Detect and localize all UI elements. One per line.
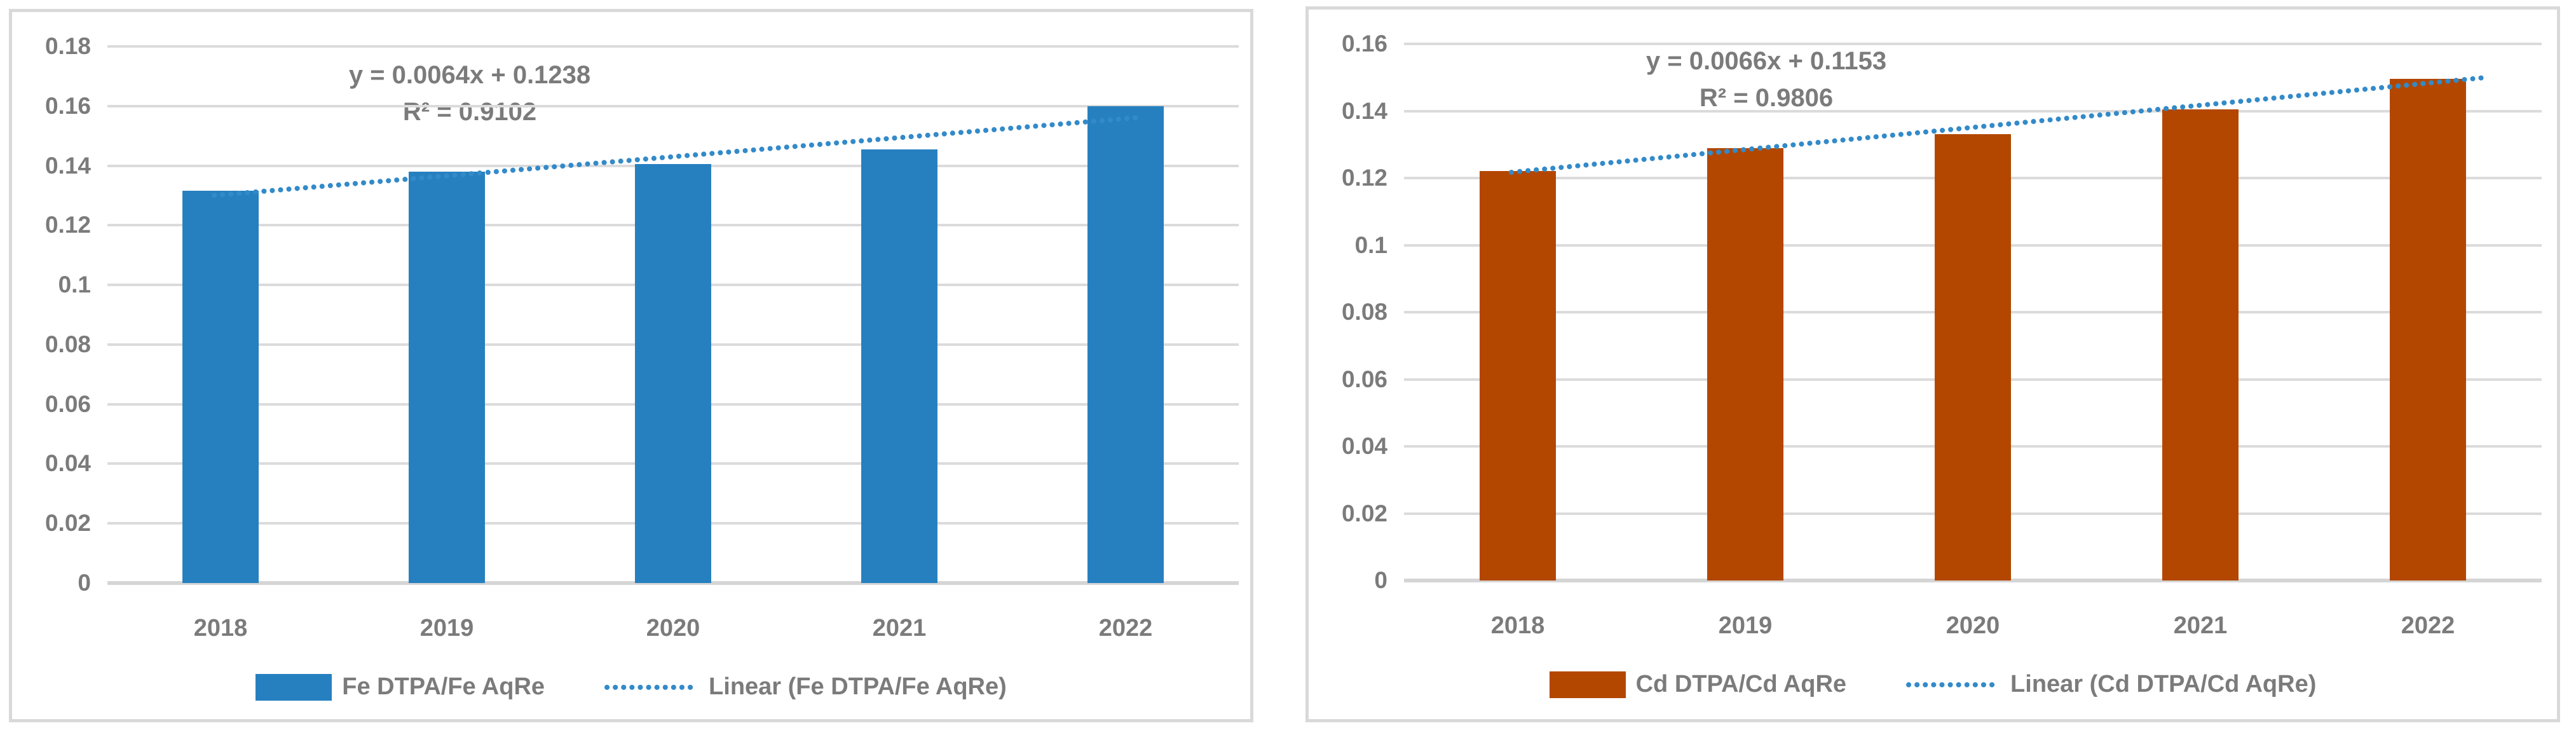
x-tick-label: 2021 [2173, 612, 2228, 639]
y-tick-label: 0.1 [58, 271, 91, 298]
x-axis-line [1404, 579, 2542, 582]
x-tick-label: 2022 [1098, 615, 1153, 642]
y-tick-label: 0.04 [44, 450, 91, 477]
x-axis-line [107, 581, 1239, 585]
bar-2020 [635, 164, 711, 583]
x-tick-label: 2022 [2401, 612, 2455, 639]
cd-series-legend-swatch [1549, 671, 1626, 698]
x-tick-label: 2021 [872, 615, 927, 642]
y-tick-label: 0.16 [1341, 31, 1387, 57]
x-tick-label: 2020 [1946, 612, 2000, 639]
cd-chart-legend: Cd DTPA/Cd AqRe Linear (Cd DTPA/Cd AqRe) [1309, 671, 2557, 698]
y-tick-label: 0.14 [1341, 97, 1387, 124]
y-tick-label: 0.02 [44, 510, 91, 537]
gridline [1404, 43, 2542, 45]
bar-2022 [2390, 79, 2466, 580]
bar-2021 [861, 149, 937, 583]
fe-series-legend-item: Fe DTPA/Fe AqRe [256, 673, 545, 701]
fe-trendline-legend-swatch [604, 684, 698, 690]
fe-trendline-legend-item: Linear (Fe DTPA/Fe AqRe) [603, 673, 1007, 701]
cd-equation-text: y = 0.0066x + 0.1153 [1646, 47, 1887, 75]
cd-plot-area: 0.16 0.14 0.12 0.1 0.08 0.06 0.04 0.02 0 2018 2019… [1309, 10, 2557, 719]
y-tick-label: 0.08 [1341, 299, 1387, 325]
y-tick-label: 0.02 [1341, 500, 1387, 526]
x-tick-label: 2019 [419, 615, 474, 642]
fe-trendline-legend-label: Linear (Fe DTPA/Fe AqRe) [709, 673, 1007, 700]
bar-2018 [1480, 171, 1556, 580]
y-tick-label: 0.12 [1341, 165, 1387, 191]
y-tick-label: 0.08 [44, 331, 91, 357]
trendline [1509, 74, 2488, 175]
bar-2019 [409, 171, 485, 583]
bar-2020 [1935, 134, 2011, 580]
y-tick-label: 0 [1374, 567, 1387, 593]
cd-r-squared-text: R² = 0.9806 [1699, 84, 1834, 112]
cd-trendline-legend-swatch [1906, 682, 2000, 687]
bar-2019 [1707, 148, 1783, 580]
gridline [107, 45, 1239, 48]
trendline [212, 114, 1141, 198]
fe-series-legend-label: Fe DTPA/Fe AqRe [342, 673, 545, 700]
fe-equation-text: y = 0.0064x + 0.1238 [348, 61, 591, 89]
x-tick-label: 2019 [1718, 612, 1773, 639]
y-tick-label: 0.06 [44, 390, 91, 417]
x-tick-label: 2018 [193, 615, 248, 642]
bar-2021 [2162, 109, 2239, 580]
fe-chart-panel: y = 0.0064x + 0.1238 R² = 0.9102 0.18 0.1… [9, 9, 1253, 722]
cd-series-legend-label: Cd DTPA/Cd AqRe [1635, 671, 1847, 697]
bar-2022 [1087, 106, 1164, 583]
fe-series-legend-swatch [256, 673, 332, 701]
x-tick-label: 2018 [1490, 612, 1545, 639]
cd-trendline-legend-label: Linear (Cd DTPA/Cd AqRe) [2010, 671, 2317, 697]
gridline [1404, 109, 2542, 113]
cd-chart-panel: y = 0.0066x + 0.1153 R² = 0.9806 0.16 0.1… [1305, 6, 2560, 722]
x-tick-label: 2020 [646, 615, 700, 642]
gridline [107, 104, 1239, 107]
cd-trendline-annotation: y = 0.0066x + 0.1153 R² = 0.9806 [1461, 45, 2071, 119]
fe-trendline-annotation: y = 0.0064x + 0.1238 R² = 0.9102 [165, 59, 775, 133]
y-tick-label: 0 [78, 570, 91, 596]
bar-2018 [182, 191, 259, 583]
fe-plot-area: 0.18 0.16 0.14 0.12 0.1 0.08 0.06 0.04 0.02 0 2018… [12, 12, 1250, 719]
cd-series-legend-item: Cd DTPA/Cd AqRe [1549, 671, 1847, 698]
fe-chart-legend: Fe DTPA/Fe AqRe Linear (Fe DTPA/Fe AqRe) [12, 673, 1250, 701]
y-tick-label: 0.04 [1341, 433, 1387, 459]
y-tick-label: 0.16 [44, 92, 91, 119]
fe-r-squared-text: R² = 0.9102 [402, 98, 537, 126]
y-tick-label: 0.1 [1354, 231, 1387, 258]
cd-trendline-legend-item: Linear (Cd DTPA/Cd AqRe) [1905, 671, 2316, 698]
y-tick-label: 0.12 [44, 212, 91, 238]
y-tick-label: 0.14 [44, 152, 91, 179]
y-tick-label: 0.06 [1341, 366, 1387, 392]
y-tick-label: 0.18 [44, 33, 91, 59]
